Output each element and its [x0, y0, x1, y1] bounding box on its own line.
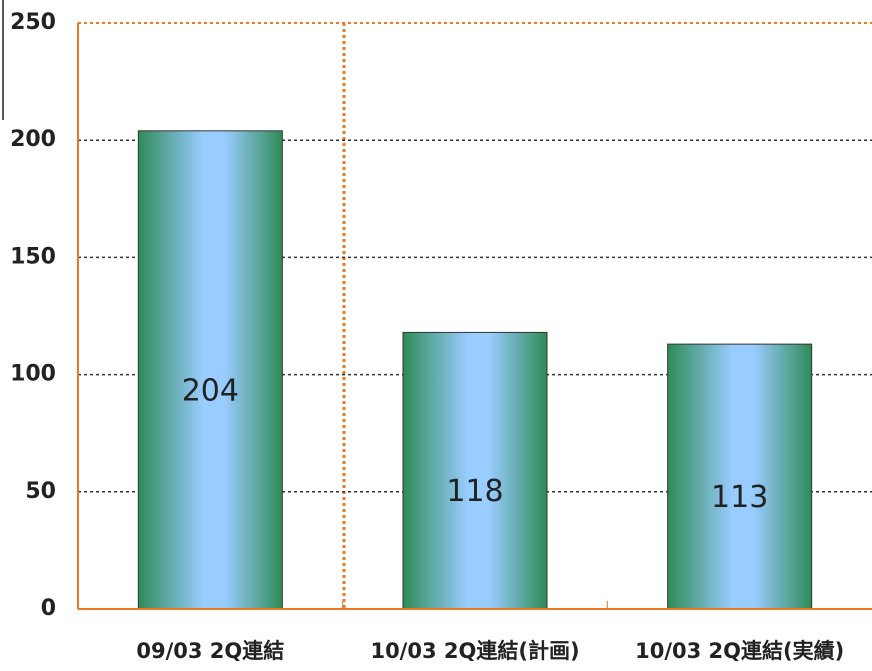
bar [402, 331, 548, 610]
y-tick-label: 200 [10, 127, 56, 152]
y-tick-label: 100 [10, 362, 56, 387]
value-label: 204 [182, 373, 239, 408]
x-tick-label: 10/03 2Q連結(計画) [370, 639, 579, 663]
bar [667, 343, 813, 610]
value-label: 113 [711, 480, 768, 515]
x-tick-label: 10/03 2Q連結(実績) [635, 639, 844, 663]
y-tick-label: 50 [25, 479, 56, 504]
bar [137, 130, 283, 610]
x-tick-label: 09/03 2Q連結 [136, 639, 284, 663]
y-tick-label: 150 [10, 244, 56, 269]
value-label: 118 [446, 474, 503, 509]
y-tick-label: 0 [41, 596, 56, 621]
y-tick-label: 250 [10, 10, 56, 35]
